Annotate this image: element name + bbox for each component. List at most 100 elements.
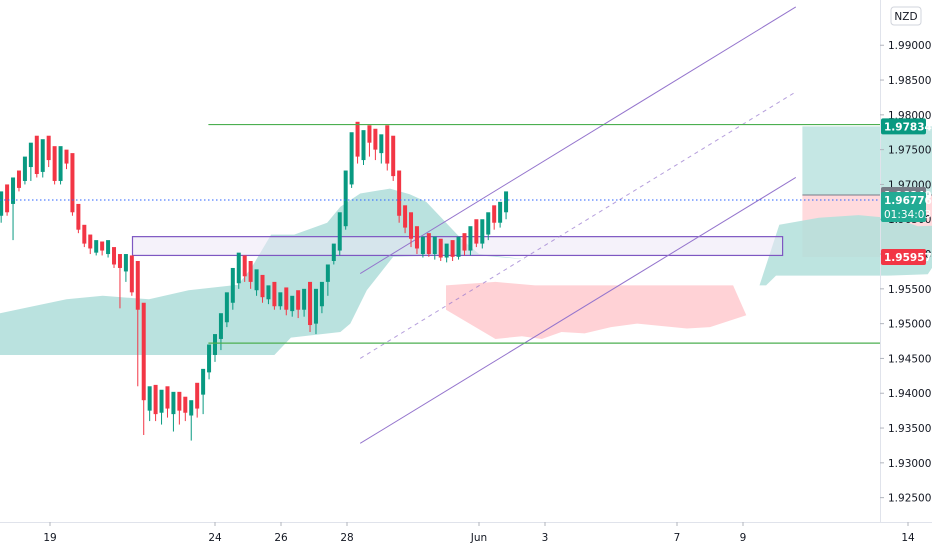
candle-67[interactable] — [313, 288, 318, 335]
candle-43[interactable] — [171, 391, 176, 432]
candle-84[interactable] — [414, 226, 419, 255]
candle-17[interactable] — [16, 170, 21, 192]
candle-61[interactable] — [278, 292, 283, 310]
candle-57[interactable] — [254, 269, 259, 296]
candle-58[interactable] — [260, 274, 265, 303]
price-axis[interactable]: 1.990001.985001.980001.975001.970001.965… — [880, 40, 931, 505]
candle-87[interactable] — [432, 236, 437, 260]
candle-68[interactable] — [319, 281, 324, 314]
candle-54[interactable] — [236, 252, 241, 289]
candle-46[interactable] — [189, 400, 194, 441]
candle-20[interactable] — [34, 135, 39, 178]
candle-27[interactable] — [76, 203, 81, 234]
candle-33[interactable] — [112, 247, 117, 268]
candle-29[interactable] — [88, 234, 93, 255]
candle-32[interactable] — [106, 240, 111, 258]
candles-layer[interactable] — [0, 121, 509, 441]
candle-64[interactable] — [296, 290, 301, 319]
candle-21[interactable] — [40, 139, 45, 178]
candle-81[interactable] — [397, 170, 402, 223]
candle-42[interactable] — [165, 386, 170, 418]
candle-99[interactable] — [504, 191, 509, 220]
candle-60[interactable] — [272, 281, 277, 310]
channel-upper-line[interactable] — [359, 6, 797, 274]
x-tick-label: Jun — [470, 532, 487, 544]
candle-93[interactable] — [468, 226, 473, 256]
candle-26[interactable] — [70, 153, 75, 216]
candle-71[interactable] — [337, 212, 342, 256]
channel-lower-line[interactable] — [359, 177, 797, 444]
candle-56[interactable] — [248, 261, 253, 289]
candle-19[interactable] — [28, 142, 33, 181]
candle-55[interactable] — [242, 255, 247, 282]
candle-22[interactable] — [46, 135, 51, 168]
candle-86[interactable] — [426, 233, 431, 257]
candle-66[interactable] — [308, 281, 313, 332]
candle-95[interactable] — [480, 219, 485, 249]
candle-98[interactable] — [498, 201, 503, 228]
candle-88[interactable] — [438, 238, 443, 261]
candle-97[interactable] — [492, 205, 497, 230]
candle-36[interactable] — [129, 255, 134, 296]
candle-48[interactable] — [201, 368, 206, 415]
candle-80[interactable] — [391, 135, 396, 181]
candle-50[interactable] — [213, 334, 217, 362]
candle-89[interactable] — [444, 243, 449, 263]
candle-90[interactable] — [450, 240, 455, 261]
candle-body — [284, 287, 289, 310]
candle-76[interactable] — [367, 125, 372, 157]
candle-91[interactable] — [456, 236, 461, 260]
candle-75[interactable] — [361, 130, 366, 165]
candle-37[interactable] — [135, 261, 140, 387]
candle-47[interactable] — [195, 382, 200, 418]
candle-96[interactable] — [486, 212, 491, 241]
candle-45[interactable] — [183, 396, 188, 422]
candle-51[interactable] — [218, 313, 223, 351]
candle-body — [504, 191, 509, 213]
candle-25[interactable] — [64, 149, 69, 170]
candle-83[interactable] — [409, 212, 414, 248]
candle-70[interactable] — [331, 243, 336, 265]
candle-body — [444, 243, 449, 258]
candle-85[interactable] — [420, 236, 425, 258]
candle-16[interactable] — [11, 177, 16, 241]
candle-15[interactable] — [5, 184, 10, 216]
candle-94[interactable] — [474, 219, 479, 248]
candle-62[interactable] — [284, 287, 289, 316]
candle-69[interactable] — [325, 264, 330, 296]
candle-82[interactable] — [403, 205, 408, 234]
y-tick-label: 1.94000 — [888, 388, 931, 400]
candle-44[interactable] — [177, 391, 182, 425]
candle-14[interactable] — [0, 191, 4, 223]
candle-30[interactable] — [94, 240, 99, 256]
candle-24[interactable] — [58, 146, 63, 185]
candle-28[interactable] — [82, 224, 87, 248]
candle-18[interactable] — [22, 156, 27, 185]
candle-53[interactable] — [230, 267, 235, 310]
candle-72[interactable] — [343, 170, 348, 230]
candle-35[interactable] — [123, 254, 128, 282]
candle-31[interactable] — [100, 241, 105, 256]
candle-92[interactable] — [462, 233, 467, 256]
candle-79[interactable] — [385, 125, 390, 171]
candle-41[interactable] — [159, 389, 164, 425]
channel-mid-line[interactable] — [359, 91, 797, 359]
candle-65[interactable] — [302, 288, 307, 317]
candle-34[interactable] — [117, 254, 122, 309]
candle-39[interactable] — [147, 386, 152, 422]
long-position-profit-zone[interactable] — [802, 126, 932, 195]
candle-body — [64, 149, 69, 164]
symbol-badge[interactable]: NZD — [890, 6, 922, 26]
time-axis[interactable]: 19242628Jun37914162123 — [43, 522, 932, 544]
candle-63[interactable] — [290, 295, 295, 317]
candle-38[interactable] — [141, 302, 146, 435]
candle-77[interactable] — [373, 128, 378, 161]
candle-74[interactable] — [355, 121, 360, 164]
candle-78[interactable] — [379, 134, 384, 164]
candle-52[interactable] — [224, 292, 229, 328]
candle-59[interactable] — [266, 285, 271, 305]
candle-40[interactable] — [153, 384, 158, 422]
candle-49[interactable] — [207, 344, 212, 380]
candle-73[interactable] — [349, 132, 354, 188]
candle-23[interactable] — [52, 146, 57, 185]
